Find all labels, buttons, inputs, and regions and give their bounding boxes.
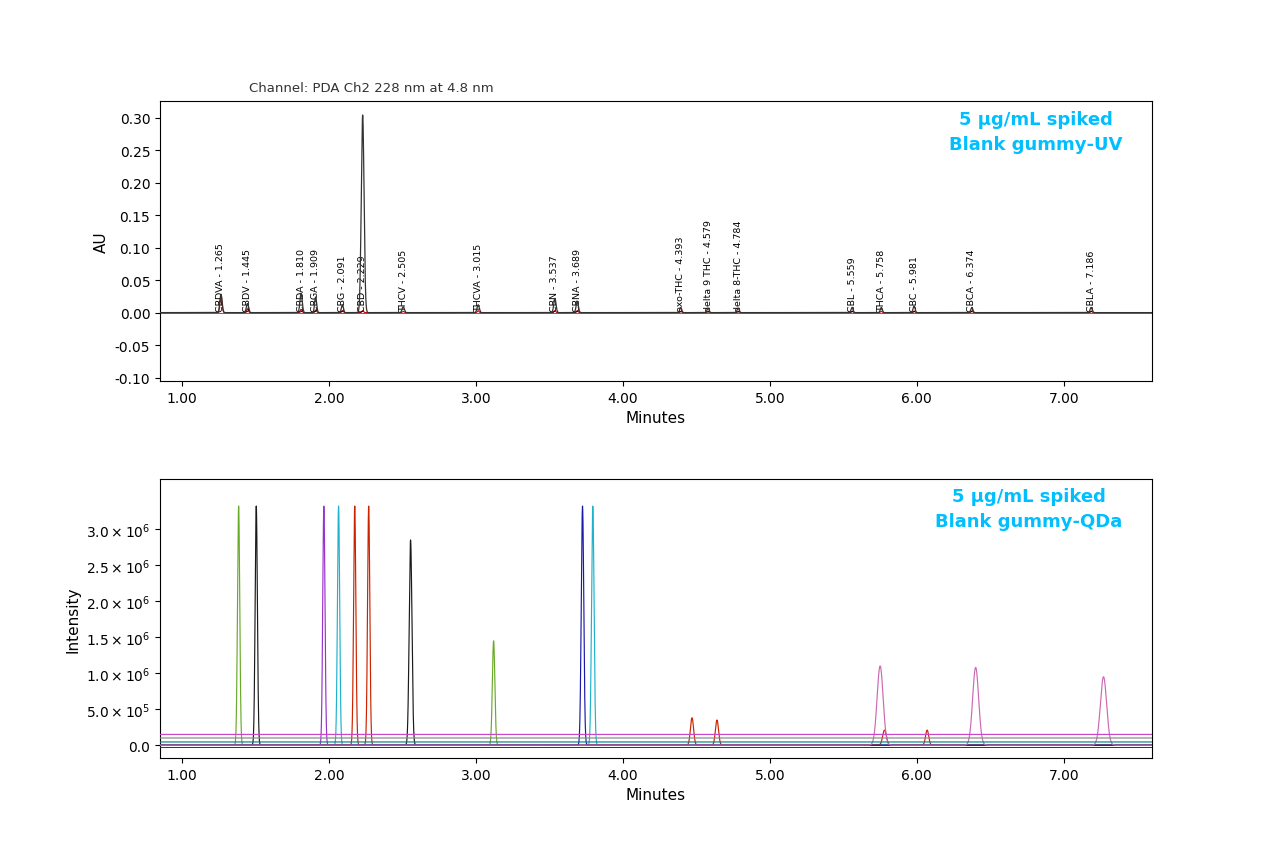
Text: CBL - 5.559: CBL - 5.559 — [847, 257, 856, 312]
Text: CBLA - 7.186: CBLA - 7.186 — [1087, 250, 1096, 312]
Text: exo-THC - 4.393: exo-THC - 4.393 — [676, 237, 685, 312]
Text: CBGA - 1.909: CBGA - 1.909 — [311, 249, 320, 312]
Text: THCA - 5.758: THCA - 5.758 — [877, 250, 886, 312]
Text: 5 μg/mL spiked
Blank gummy-QDa: 5 μg/mL spiked Blank gummy-QDa — [934, 487, 1123, 531]
Text: delta 9 THC - 4.579: delta 9 THC - 4.579 — [704, 220, 713, 312]
Text: Channel: PDA Ch2 228 nm at 4.8 nm: Channel: PDA Ch2 228 nm at 4.8 nm — [250, 83, 494, 95]
Text: CBN - 3.537: CBN - 3.537 — [550, 256, 559, 312]
Text: CBDVA - 1.265: CBDVA - 1.265 — [216, 243, 225, 312]
Y-axis label: AU: AU — [95, 231, 109, 253]
Text: CBD - 2.229: CBD - 2.229 — [358, 256, 367, 312]
Text: THCV - 2.505: THCV - 2.505 — [399, 250, 408, 312]
X-axis label: Minutes: Minutes — [626, 411, 686, 426]
X-axis label: Minutes: Minutes — [626, 787, 686, 803]
Text: CBNA - 3.689: CBNA - 3.689 — [572, 249, 581, 312]
Text: 5 μg/mL spiked
Blank gummy-UV: 5 μg/mL spiked Blank gummy-UV — [948, 111, 1123, 153]
Text: CBCA - 6.374: CBCA - 6.374 — [968, 250, 977, 312]
Text: THCVA - 3.015: THCVA - 3.015 — [474, 244, 483, 312]
Text: CBDV - 1.445: CBDV - 1.445 — [243, 249, 252, 312]
Y-axis label: Intensity: Intensity — [65, 585, 81, 652]
Text: CBC - 5.981: CBC - 5.981 — [910, 256, 919, 312]
Text: CBG - 2.091: CBG - 2.091 — [338, 256, 347, 312]
Text: CBDA - 1.810: CBDA - 1.810 — [297, 249, 306, 312]
Text: delta 8-THC - 4.784: delta 8-THC - 4.784 — [733, 221, 742, 312]
